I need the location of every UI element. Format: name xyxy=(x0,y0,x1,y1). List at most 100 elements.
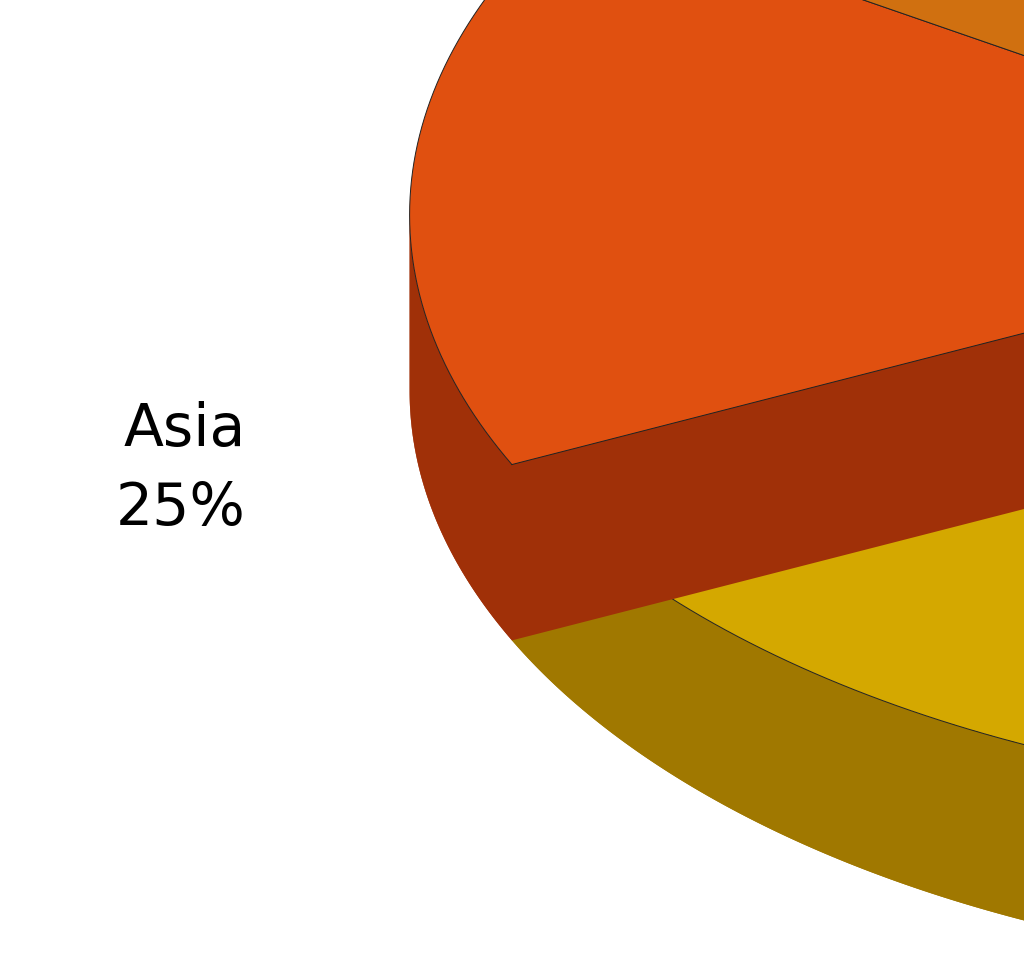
Polygon shape xyxy=(621,564,626,743)
Polygon shape xyxy=(510,462,512,640)
Polygon shape xyxy=(663,593,668,772)
Polygon shape xyxy=(459,390,461,569)
Polygon shape xyxy=(679,603,685,783)
Polygon shape xyxy=(512,215,1024,640)
Polygon shape xyxy=(441,356,442,534)
Polygon shape xyxy=(499,448,501,627)
Polygon shape xyxy=(410,0,1024,464)
Polygon shape xyxy=(769,653,775,831)
Text: Asia
25%: Asia 25% xyxy=(116,401,246,537)
Polygon shape xyxy=(472,412,474,591)
Polygon shape xyxy=(478,421,480,600)
Polygon shape xyxy=(591,541,596,721)
Polygon shape xyxy=(457,387,459,566)
Polygon shape xyxy=(493,441,495,618)
Polygon shape xyxy=(708,620,714,799)
Polygon shape xyxy=(714,623,720,803)
Polygon shape xyxy=(992,736,999,914)
Polygon shape xyxy=(428,324,429,503)
Polygon shape xyxy=(442,359,443,537)
Polygon shape xyxy=(636,574,641,754)
Polygon shape xyxy=(795,664,801,843)
Polygon shape xyxy=(437,347,438,526)
Polygon shape xyxy=(685,607,690,786)
Polygon shape xyxy=(469,407,471,585)
Polygon shape xyxy=(447,370,450,549)
Polygon shape xyxy=(883,701,890,879)
Polygon shape xyxy=(657,589,663,769)
Polygon shape xyxy=(726,630,732,809)
Polygon shape xyxy=(482,426,484,605)
Polygon shape xyxy=(757,646,763,826)
Text: Altri paesi eur
16%: Altri paesi eur 16% xyxy=(635,703,1024,840)
Polygon shape xyxy=(454,382,456,560)
Polygon shape xyxy=(626,568,631,747)
Polygon shape xyxy=(512,464,515,645)
Polygon shape xyxy=(702,616,708,796)
Polygon shape xyxy=(868,696,876,873)
Polygon shape xyxy=(503,453,505,632)
Polygon shape xyxy=(955,725,963,903)
Polygon shape xyxy=(1015,743,1023,920)
Polygon shape xyxy=(821,676,827,855)
Polygon shape xyxy=(429,327,430,506)
Polygon shape xyxy=(947,723,955,901)
Polygon shape xyxy=(788,661,795,840)
Polygon shape xyxy=(568,522,572,701)
Polygon shape xyxy=(855,690,862,869)
Polygon shape xyxy=(897,705,904,884)
Polygon shape xyxy=(646,582,652,761)
Polygon shape xyxy=(505,456,507,635)
Polygon shape xyxy=(940,720,947,899)
Polygon shape xyxy=(652,585,657,765)
Polygon shape xyxy=(564,518,568,698)
Polygon shape xyxy=(835,682,842,861)
Polygon shape xyxy=(775,656,781,834)
Polygon shape xyxy=(451,376,453,555)
Polygon shape xyxy=(926,715,933,894)
Polygon shape xyxy=(453,379,454,558)
Polygon shape xyxy=(601,549,605,728)
Polygon shape xyxy=(985,734,992,912)
Polygon shape xyxy=(512,464,1024,977)
Polygon shape xyxy=(507,459,510,638)
Polygon shape xyxy=(876,698,883,876)
Polygon shape xyxy=(781,658,788,837)
Polygon shape xyxy=(696,614,702,792)
Polygon shape xyxy=(555,510,559,690)
Polygon shape xyxy=(484,429,486,608)
Polygon shape xyxy=(808,670,814,849)
Polygon shape xyxy=(631,572,636,750)
Polygon shape xyxy=(435,341,436,520)
Polygon shape xyxy=(848,688,855,866)
Polygon shape xyxy=(720,627,726,806)
Polygon shape xyxy=(970,730,977,908)
Polygon shape xyxy=(456,384,457,563)
Polygon shape xyxy=(519,473,523,653)
Polygon shape xyxy=(801,667,808,846)
Polygon shape xyxy=(530,486,535,665)
Polygon shape xyxy=(559,514,564,694)
Polygon shape xyxy=(445,364,446,543)
Polygon shape xyxy=(605,552,610,732)
Polygon shape xyxy=(440,353,441,531)
Polygon shape xyxy=(523,477,527,657)
Polygon shape xyxy=(543,497,547,677)
Polygon shape xyxy=(827,679,835,858)
Polygon shape xyxy=(690,610,696,789)
Polygon shape xyxy=(578,530,582,709)
Polygon shape xyxy=(486,432,488,611)
Polygon shape xyxy=(814,673,821,852)
Polygon shape xyxy=(431,333,433,512)
Polygon shape xyxy=(443,361,445,540)
Polygon shape xyxy=(668,596,674,776)
Polygon shape xyxy=(464,399,466,577)
Polygon shape xyxy=(438,350,440,529)
Polygon shape xyxy=(911,711,919,889)
Polygon shape xyxy=(474,415,476,594)
Polygon shape xyxy=(476,418,478,597)
Polygon shape xyxy=(497,446,499,624)
Polygon shape xyxy=(547,501,551,681)
Polygon shape xyxy=(751,643,757,822)
Polygon shape xyxy=(433,336,434,515)
